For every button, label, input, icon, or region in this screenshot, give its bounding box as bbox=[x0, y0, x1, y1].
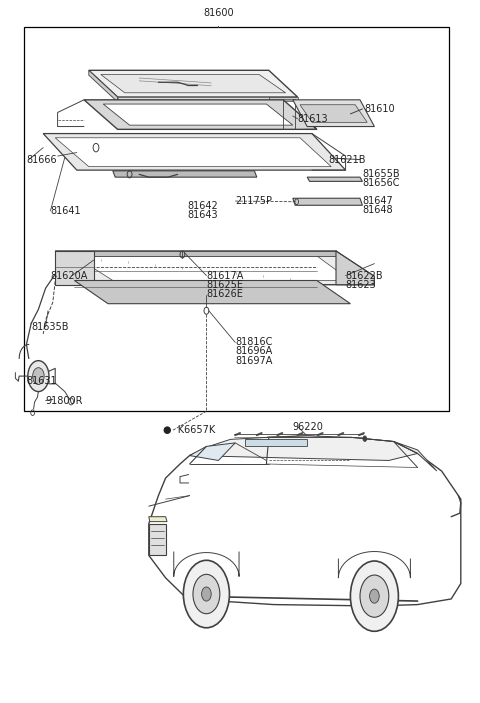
Circle shape bbox=[370, 589, 379, 603]
Text: 81816C: 81816C bbox=[235, 337, 273, 347]
Text: 81635B: 81635B bbox=[31, 322, 69, 332]
Circle shape bbox=[33, 368, 44, 385]
Circle shape bbox=[183, 560, 229, 628]
Text: 81696A: 81696A bbox=[235, 347, 273, 356]
Polygon shape bbox=[118, 97, 269, 102]
Polygon shape bbox=[307, 177, 362, 181]
Text: 96220: 96220 bbox=[293, 422, 324, 432]
Polygon shape bbox=[55, 251, 374, 285]
Polygon shape bbox=[394, 441, 437, 471]
Polygon shape bbox=[149, 524, 166, 555]
Polygon shape bbox=[245, 439, 307, 446]
Text: 81697A: 81697A bbox=[235, 356, 273, 366]
Text: 81655B: 81655B bbox=[362, 169, 400, 179]
Polygon shape bbox=[269, 97, 298, 101]
Text: 81623: 81623 bbox=[346, 280, 376, 290]
Polygon shape bbox=[300, 105, 367, 122]
Text: 81647: 81647 bbox=[362, 196, 393, 206]
Text: 21175P: 21175P bbox=[235, 196, 272, 206]
Bar bbox=[24, 27, 449, 411]
Text: 81641: 81641 bbox=[50, 206, 81, 216]
Text: 81656C: 81656C bbox=[362, 179, 400, 188]
Polygon shape bbox=[293, 198, 362, 205]
Text: 91800R: 91800R bbox=[46, 396, 83, 406]
Polygon shape bbox=[149, 436, 461, 606]
Text: 81626E: 81626E bbox=[206, 289, 243, 299]
Circle shape bbox=[28, 361, 49, 392]
Text: 81625E: 81625E bbox=[206, 280, 243, 290]
Text: 81642: 81642 bbox=[187, 201, 218, 211]
Polygon shape bbox=[336, 251, 374, 285]
Polygon shape bbox=[113, 171, 257, 177]
Text: 81631: 81631 bbox=[26, 376, 57, 386]
Polygon shape bbox=[89, 70, 298, 97]
Circle shape bbox=[193, 574, 220, 614]
Text: 81648: 81648 bbox=[362, 205, 393, 215]
Text: 81613: 81613 bbox=[298, 114, 328, 124]
Polygon shape bbox=[190, 443, 235, 460]
Circle shape bbox=[363, 436, 367, 441]
Text: 81622B: 81622B bbox=[346, 271, 383, 280]
Circle shape bbox=[202, 587, 211, 601]
Polygon shape bbox=[84, 100, 317, 129]
Polygon shape bbox=[55, 251, 336, 256]
Text: 81620A: 81620A bbox=[50, 271, 88, 280]
Text: 81610: 81610 bbox=[365, 104, 396, 114]
Text: 81617A: 81617A bbox=[206, 271, 244, 280]
Polygon shape bbox=[55, 251, 94, 285]
Polygon shape bbox=[190, 436, 418, 460]
Text: 81666: 81666 bbox=[26, 155, 57, 165]
Polygon shape bbox=[149, 517, 167, 522]
Polygon shape bbox=[43, 134, 346, 170]
Circle shape bbox=[350, 561, 398, 631]
Polygon shape bbox=[74, 256, 350, 280]
Circle shape bbox=[360, 575, 389, 617]
Polygon shape bbox=[74, 280, 350, 304]
Text: 81621B: 81621B bbox=[329, 155, 366, 165]
Text: 81600: 81600 bbox=[203, 8, 234, 18]
Polygon shape bbox=[89, 70, 118, 102]
Polygon shape bbox=[55, 138, 331, 167]
Polygon shape bbox=[103, 104, 293, 125]
Text: 81643: 81643 bbox=[187, 210, 218, 220]
Polygon shape bbox=[101, 75, 286, 93]
Text: ●  K6657K: ● K6657K bbox=[163, 425, 216, 435]
Polygon shape bbox=[293, 100, 374, 127]
